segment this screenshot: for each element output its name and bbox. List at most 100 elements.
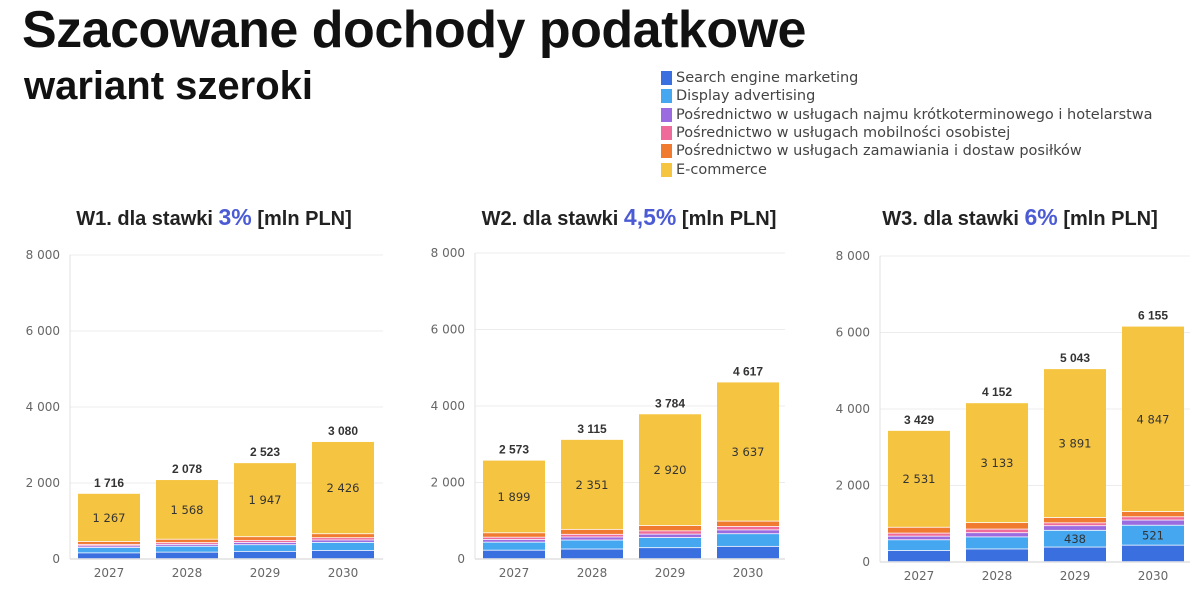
- bar-segment: [156, 543, 218, 544]
- bar-segment: [312, 540, 374, 543]
- bar-segment: [717, 546, 779, 559]
- y-tick-label: 0: [862, 555, 870, 569]
- bar-segment: [156, 552, 218, 559]
- bar-segment: [234, 545, 296, 551]
- bar-segment: [1044, 547, 1106, 562]
- legend-item: Search engine marketing: [661, 69, 1153, 87]
- chart-title-w1: W1. dla stawki 3% [mln PLN]: [76, 204, 352, 231]
- bar-total-label: 2 523: [250, 445, 280, 459]
- y-tick-label: 2 000: [836, 479, 870, 493]
- segment-label: 1 899: [498, 490, 531, 504]
- chart-title-w3: W3. dla stawki 6% [mln PLN]: [882, 204, 1158, 231]
- y-tick-label: 6 000: [26, 324, 60, 338]
- bar-segment: [717, 534, 779, 546]
- bar-segment: [561, 537, 623, 540]
- segment-label: 2 531: [903, 472, 936, 486]
- bar-segment: [234, 551, 296, 559]
- bar-segment: [639, 414, 701, 526]
- legend-swatch: [661, 126, 672, 141]
- bar-segment: [1122, 525, 1184, 545]
- bar-total-label: 6 155: [1138, 309, 1168, 323]
- chart-title-suffix: [mln PLN]: [1063, 208, 1158, 230]
- legend-label: Pośrednictwo w usługach najmu krótkoterm…: [676, 106, 1153, 123]
- bar-segment: [561, 529, 623, 534]
- page-subtitle: wariant szeroki: [24, 64, 314, 108]
- bar-total-label: 1 716: [94, 476, 124, 490]
- segment-label: 4 847: [1137, 412, 1170, 426]
- bar-segment: [483, 550, 545, 559]
- legend-item: Display advertising: [661, 87, 1153, 105]
- x-tick-label: 2030: [328, 566, 359, 580]
- bar-segment: [639, 548, 701, 559]
- y-tick-label: 4 000: [431, 399, 465, 413]
- bar-segment: [312, 550, 374, 559]
- bar-segment: [156, 546, 218, 552]
- bar-segment: [156, 480, 218, 539]
- bar-segment: [561, 540, 623, 549]
- y-tick-label: 2 000: [431, 476, 465, 490]
- bar-segment: [639, 537, 701, 548]
- bar-total-label: 3 784: [655, 396, 685, 410]
- chart-rate: 3%: [218, 204, 252, 230]
- bar-segment: [78, 541, 140, 544]
- bar-segment: [1044, 369, 1106, 518]
- bar-segment: [234, 463, 296, 537]
- bar-segment: [561, 534, 623, 537]
- bar-segment: [78, 493, 140, 542]
- segment-label: 3 637: [732, 445, 765, 459]
- x-tick-label: 2029: [250, 566, 281, 580]
- y-tick-label: 4 000: [26, 400, 60, 414]
- segment-label: 2 426: [327, 481, 360, 495]
- x-tick-label: 2028: [172, 566, 203, 580]
- bar-segment: [156, 539, 218, 543]
- bar-segment: [312, 534, 374, 538]
- legend-swatch: [661, 71, 672, 86]
- bar-total-label: 5 043: [1060, 351, 1090, 365]
- y-tick-label: 2 000: [26, 476, 60, 490]
- bar-segment: [1122, 511, 1184, 517]
- bar-segment: [483, 533, 545, 537]
- bar-segment: [234, 542, 296, 545]
- bar-segment: [312, 542, 374, 551]
- bar-total-label: 2 573: [499, 443, 529, 457]
- x-tick-label: 2027: [499, 566, 530, 580]
- y-tick-label: 6 000: [431, 323, 465, 337]
- bar-segment: [312, 538, 374, 540]
- bar-segment: [312, 441, 374, 534]
- bar-segment: [78, 553, 140, 559]
- legend-label: Pośrednictwo w usługach zamawiania i dos…: [676, 143, 1082, 160]
- bar-total-label: 3 080: [328, 424, 358, 438]
- legend-swatch: [661, 144, 672, 159]
- bar-segment: [717, 530, 779, 534]
- bar-segment: [888, 550, 950, 562]
- bar-segment: [1122, 545, 1184, 562]
- bar-segment: [1122, 326, 1184, 512]
- bar-segment: [888, 536, 950, 540]
- bar-segment: [234, 540, 296, 543]
- chart-title-prefix: W3. dla stawki: [882, 208, 1019, 230]
- segment-label: 1 947: [249, 493, 282, 507]
- bar-total-label: 4 617: [733, 364, 763, 378]
- bar-segment: [561, 549, 623, 559]
- chart-rate: 6%: [1024, 204, 1058, 230]
- x-tick-label: 2028: [577, 566, 608, 580]
- legend-label: Search engine marketing: [676, 70, 859, 87]
- chart-title-w2: W2. dla stawki 4,5% [mln PLN]: [482, 204, 777, 231]
- bar-segment: [888, 527, 950, 533]
- segment-label: 3 891: [1059, 437, 1092, 451]
- y-tick-label: 4 000: [836, 402, 870, 416]
- legend-label: Pośrednictwo w usługach mobilności osobi…: [676, 125, 1011, 142]
- bar-segment: [234, 537, 296, 540]
- legend-item: Pośrednictwo w usługach zamawiania i dos…: [661, 142, 1153, 160]
- chart-title-suffix: [mln PLN]: [257, 208, 352, 230]
- bar-segment: [966, 523, 1028, 529]
- legend-label: Display advertising: [676, 88, 816, 105]
- y-tick-label: 8 000: [836, 249, 870, 263]
- segment-label: 521: [1142, 529, 1164, 543]
- legend-swatch: [661, 107, 672, 122]
- bar-total-label: 4 152: [982, 385, 1012, 399]
- bar-segment: [639, 531, 701, 534]
- bar-segment: [717, 526, 779, 530]
- bar-segment: [966, 533, 1028, 537]
- segment-label: 2 351: [576, 478, 609, 492]
